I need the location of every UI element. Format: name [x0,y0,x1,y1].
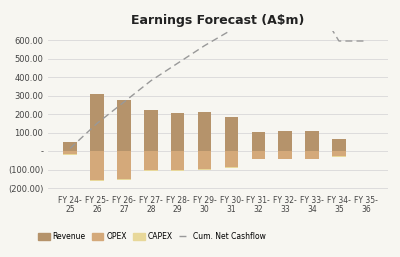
Bar [90,180,104,181]
Bar [144,151,158,170]
Bar [90,94,104,151]
Bar [305,131,319,151]
Bar [64,151,77,154]
Bar [198,151,211,169]
Bar [198,112,211,151]
Bar [252,151,265,159]
Bar [64,142,77,151]
Bar [198,169,211,170]
Title: Earnings Forecast (A$m): Earnings Forecast (A$m) [131,14,305,27]
Bar [90,151,104,180]
Bar [171,151,184,170]
Bar [305,151,319,159]
Bar [225,117,238,151]
Bar [144,170,158,171]
Bar [117,100,131,151]
Bar [278,131,292,151]
Bar [117,151,131,179]
Bar [332,139,346,151]
Bar [225,167,238,168]
Bar [171,170,184,171]
Bar [332,151,346,156]
Bar [278,151,292,159]
Bar [225,151,238,167]
Bar [144,111,158,151]
Bar [332,156,346,157]
Legend: Revenue, OPEX, CAPEX, Cum. Net Cashflow: Revenue, OPEX, CAPEX, Cum. Net Cashflow [38,232,266,241]
Bar [252,132,265,151]
Bar [171,113,184,151]
Bar [117,179,131,180]
Bar [64,154,77,155]
